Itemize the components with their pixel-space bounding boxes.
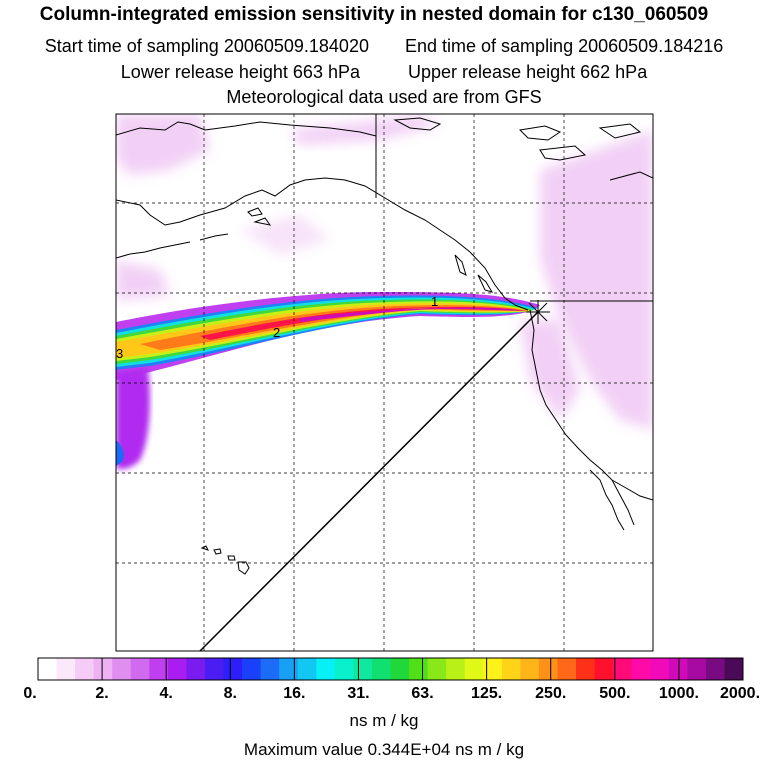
colorbar-tick-label: 250. xyxy=(535,685,567,702)
colorbar-swatch xyxy=(724,658,744,680)
colorbar-tick-label: 63. xyxy=(411,685,434,702)
release-height-line: Lower release height 663 hPa Upper relea… xyxy=(0,62,768,83)
plume-tail-core xyxy=(116,440,124,466)
coastlines xyxy=(116,117,653,575)
colorbar-swatch xyxy=(483,658,503,680)
colorbar-tick-label: 16. xyxy=(283,685,306,702)
start-time-label: Start time of sampling xyxy=(44,36,219,56)
colorbar-swatch xyxy=(93,658,113,680)
colorbar-swatch xyxy=(409,658,429,680)
plot-title: Column-integrated emission sensitivity i… xyxy=(39,4,709,25)
colorbar-frame xyxy=(37,657,744,681)
upper-height-value: 662 hPa xyxy=(580,62,648,82)
colorbar-swatch xyxy=(390,658,410,680)
colorbar-swatch xyxy=(613,658,633,680)
start-time-value: 20060509.184020 xyxy=(223,36,369,56)
political-boundaries xyxy=(375,114,653,302)
colorbar-swatch xyxy=(149,658,169,680)
colorbar-swatch xyxy=(38,658,58,680)
colorbar-tick-label: 1000. xyxy=(658,685,699,702)
colorbar-swatch xyxy=(576,658,596,680)
map-frame xyxy=(115,113,654,652)
colorbar-swatch xyxy=(427,658,447,680)
colorbar-tick-label: 31. xyxy=(347,685,370,702)
colorbar-swatch xyxy=(501,658,521,680)
colorbar-swatch xyxy=(668,658,688,680)
release-point-marker xyxy=(526,300,550,324)
colorbar-swatch xyxy=(705,658,725,680)
colorbar-units: ns m / kg xyxy=(349,711,419,730)
colorbar-swatch xyxy=(594,658,614,680)
sampling-times-line: Start time of sampling 20060509.184020 E… xyxy=(0,36,768,57)
map-content: 1 2 3 xyxy=(116,114,653,651)
colorbar-tick-label: 8. xyxy=(223,685,237,702)
lower-height-label: Lower release height xyxy=(120,62,288,82)
colorbar xyxy=(37,657,744,681)
colorbar-swatch xyxy=(464,658,484,680)
colorbar-swatch xyxy=(334,658,354,680)
colorbar-swatch xyxy=(186,658,206,680)
colorbar-tick-label: 500. xyxy=(599,685,631,702)
met-data-line: Meteorological data used are from GFS xyxy=(226,87,542,107)
colorbar-swatch xyxy=(260,658,280,680)
release-diagonal-line xyxy=(199,311,539,651)
colorbar-swatch xyxy=(130,658,150,680)
colorbar-swatch xyxy=(316,658,336,680)
end-time-label: End time of sampling xyxy=(405,36,574,56)
colorbar-swatch xyxy=(557,658,577,680)
colorbar-swatch xyxy=(56,658,76,680)
colorbar-swatch xyxy=(650,658,670,680)
colorbar-swatch xyxy=(279,658,299,680)
trajectory-label-1: 1 xyxy=(431,294,438,309)
colorbar-tick-label: 0. xyxy=(23,685,37,702)
colorbar-swatch xyxy=(353,658,373,680)
maximum-value-line: Maximum value 0.344E+04 ns m / kg xyxy=(243,740,525,759)
trajectory-label-3: 3 xyxy=(116,346,123,361)
colorbar-tick-label: 125. xyxy=(471,685,503,702)
colorbar-swatch xyxy=(687,658,707,680)
colorbar-tick-label: 4. xyxy=(159,685,173,702)
colorbar-swatch xyxy=(75,658,95,680)
colorbar-swatch xyxy=(631,658,651,680)
colorbar-tick-label: 2. xyxy=(95,685,109,702)
end-time-value: 20060509.184216 xyxy=(578,36,724,56)
emission-plume xyxy=(116,292,540,380)
colorbar-swatch xyxy=(297,658,317,680)
trajectory-label-2: 2 xyxy=(273,325,280,340)
upper-height-label: Upper release height xyxy=(408,62,576,82)
colorbar-swatch xyxy=(223,658,243,680)
plume-tail xyxy=(116,368,150,470)
colorbar-tick-label: 2000. xyxy=(719,685,761,702)
colorbar-swatch xyxy=(204,658,225,680)
colorbar-swatch xyxy=(538,658,558,680)
lower-height-value: 663 hPa xyxy=(292,62,360,82)
colorbar-swatch xyxy=(167,658,187,680)
low-sensitivity-patches xyxy=(116,114,653,430)
colorbar-swatch xyxy=(112,658,132,680)
colorbar-swatch xyxy=(446,658,466,680)
colorbar-swatch xyxy=(242,658,262,680)
colorbar-swatch xyxy=(520,658,540,680)
colorbar-swatch xyxy=(371,658,391,680)
